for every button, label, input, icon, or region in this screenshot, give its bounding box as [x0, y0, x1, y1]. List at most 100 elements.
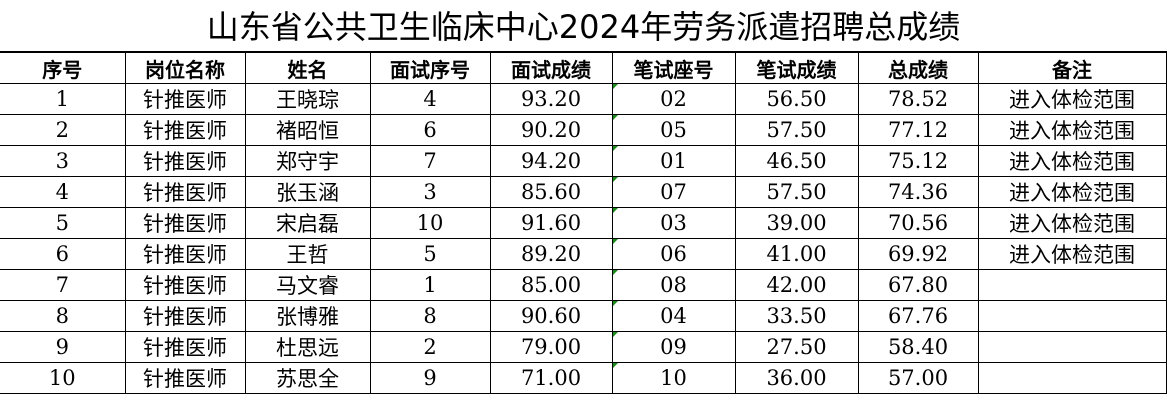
table-cell[interactable]: 6 — [369, 114, 491, 146]
table-cell[interactable]: 90.60 — [489, 300, 613, 332]
table-cell[interactable]: 针推医师 — [124, 300, 246, 332]
table-cell[interactable]: 进入体检范围 — [977, 176, 1167, 208]
table-cell[interactable]: 02 — [611, 83, 736, 115]
table-cell[interactable]: 06 — [611, 238, 736, 270]
table-cell[interactable]: 针推医师 — [124, 269, 246, 301]
table-cell[interactable]: 57.50 — [734, 114, 859, 146]
table-cell[interactable]: 67.80 — [857, 269, 979, 301]
table-cell[interactable]: 78.52 — [857, 83, 979, 115]
table-cell[interactable]: 33.50 — [734, 300, 859, 332]
table-cell[interactable]: 07 — [611, 176, 736, 208]
table-cell[interactable]: 42.00 — [734, 269, 859, 301]
table-cell[interactable]: 针推医师 — [124, 362, 246, 394]
table-cell[interactable]: 01 — [611, 145, 736, 177]
column-header[interactable]: 姓名 — [244, 52, 371, 84]
table-cell[interactable]: 张玉涵 — [244, 176, 371, 208]
table-cell[interactable]: 56.50 — [734, 83, 859, 115]
table-cell[interactable]: 57.50 — [734, 176, 859, 208]
table-cell[interactable]: 1 — [0, 83, 126, 115]
column-header[interactable]: 笔试座号 — [611, 52, 736, 84]
table-cell[interactable]: 4 — [0, 176, 126, 208]
table-cell[interactable]: 39.00 — [734, 207, 859, 239]
table-cell[interactable]: 王晓琮 — [244, 83, 371, 115]
table-cell[interactable]: 58.40 — [857, 331, 979, 363]
table-cell[interactable]: 5 — [369, 238, 491, 270]
table-cell[interactable]: 郑守宇 — [244, 145, 371, 177]
table-cell[interactable]: 75.12 — [857, 145, 979, 177]
table-cell[interactable]: 针推医师 — [124, 238, 246, 270]
table-cell[interactable]: 杜思远 — [244, 331, 371, 363]
table-cell[interactable]: 8 — [369, 300, 491, 332]
table-cell[interactable]: 针推医师 — [124, 207, 246, 239]
table-cell[interactable]: 进入体检范围 — [977, 145, 1167, 177]
table-cell[interactable]: 张博雅 — [244, 300, 371, 332]
table-cell[interactable]: 67.76 — [857, 300, 979, 332]
table-cell[interactable]: 08 — [611, 269, 736, 301]
table-cell[interactable]: 3 — [0, 145, 126, 177]
table-cell[interactable]: 宋启磊 — [244, 207, 371, 239]
table-cell[interactable]: 2 — [369, 331, 491, 363]
table-cell[interactable]: 05 — [611, 114, 736, 146]
table-cell[interactable]: 74.36 — [857, 176, 979, 208]
table-cell[interactable]: 70.56 — [857, 207, 979, 239]
table-cell[interactable]: 57.00 — [857, 362, 979, 394]
table-cell[interactable]: 41.00 — [734, 238, 859, 270]
table-cell[interactable]: 5 — [0, 207, 126, 239]
table-cell[interactable]: 85.00 — [489, 269, 613, 301]
column-header[interactable]: 序号 — [0, 52, 126, 84]
table-cell[interactable]: 10 — [0, 362, 126, 394]
column-header[interactable]: 面试成绩 — [489, 52, 613, 84]
table-cell[interactable]: 90.20 — [489, 114, 613, 146]
table-cell[interactable]: 91.60 — [489, 207, 613, 239]
table-cell[interactable]: 36.00 — [734, 362, 859, 394]
table-cell[interactable]: 针推医师 — [124, 176, 246, 208]
table-cell[interactable] — [977, 362, 1167, 394]
header-row: 序号 岗位名称 姓名 面试序号 面试成绩 笔试座号 笔试成绩 总成绩 备注 — [0, 52, 1167, 84]
column-header[interactable]: 备注 — [977, 52, 1167, 84]
column-header[interactable]: 面试序号 — [369, 52, 491, 84]
table-cell[interactable]: 进入体检范围 — [977, 238, 1167, 270]
table-cell[interactable]: 7 — [0, 269, 126, 301]
table-cell[interactable]: 褚昭恒 — [244, 114, 371, 146]
table-cell[interactable]: 8 — [0, 300, 126, 332]
column-header[interactable]: 总成绩 — [857, 52, 979, 84]
table-cell[interactable]: 10 — [611, 362, 736, 394]
table-cell[interactable]: 93.20 — [489, 83, 613, 115]
table-cell[interactable]: 进入体检范围 — [977, 83, 1167, 115]
table-cell[interactable]: 针推医师 — [124, 83, 246, 115]
table-cell[interactable]: 马文睿 — [244, 269, 371, 301]
table-cell[interactable] — [977, 269, 1167, 301]
table-cell[interactable]: 10 — [369, 207, 491, 239]
table-cell[interactable]: 27.50 — [734, 331, 859, 363]
table-cell[interactable]: 03 — [611, 207, 736, 239]
table-cell[interactable]: 94.20 — [489, 145, 613, 177]
table-cell[interactable]: 7 — [369, 145, 491, 177]
table-cell[interactable]: 85.60 — [489, 176, 613, 208]
table-cell[interactable]: 针推医师 — [124, 331, 246, 363]
table-cell[interactable]: 71.00 — [489, 362, 613, 394]
table-cell[interactable]: 77.12 — [857, 114, 979, 146]
table-cell[interactable]: 针推医师 — [124, 114, 246, 146]
table-cell[interactable]: 进入体检范围 — [977, 207, 1167, 239]
table-cell[interactable]: 苏思全 — [244, 362, 371, 394]
table-cell[interactable]: 1 — [369, 269, 491, 301]
table-cell[interactable]: 04 — [611, 300, 736, 332]
table-cell[interactable]: 9 — [369, 362, 491, 394]
table-cell[interactable]: 9 — [0, 331, 126, 363]
column-header[interactable]: 岗位名称 — [124, 52, 246, 84]
table-cell[interactable]: 46.50 — [734, 145, 859, 177]
column-header[interactable]: 笔试成绩 — [734, 52, 859, 84]
table-cell[interactable]: 3 — [369, 176, 491, 208]
table-cell[interactable]: 79.00 — [489, 331, 613, 363]
table-cell[interactable]: 进入体检范围 — [977, 114, 1167, 146]
table-cell[interactable]: 4 — [369, 83, 491, 115]
table-cell[interactable]: 2 — [0, 114, 126, 146]
table-cell[interactable]: 69.92 — [857, 238, 979, 270]
table-cell[interactable] — [977, 331, 1167, 363]
table-cell[interactable]: 王哲 — [244, 238, 371, 270]
table-cell[interactable] — [977, 300, 1167, 332]
table-cell[interactable]: 针推医师 — [124, 145, 246, 177]
table-cell[interactable]: 89.20 — [489, 238, 613, 270]
table-cell[interactable]: 09 — [611, 331, 736, 363]
table-cell[interactable]: 6 — [0, 238, 126, 270]
